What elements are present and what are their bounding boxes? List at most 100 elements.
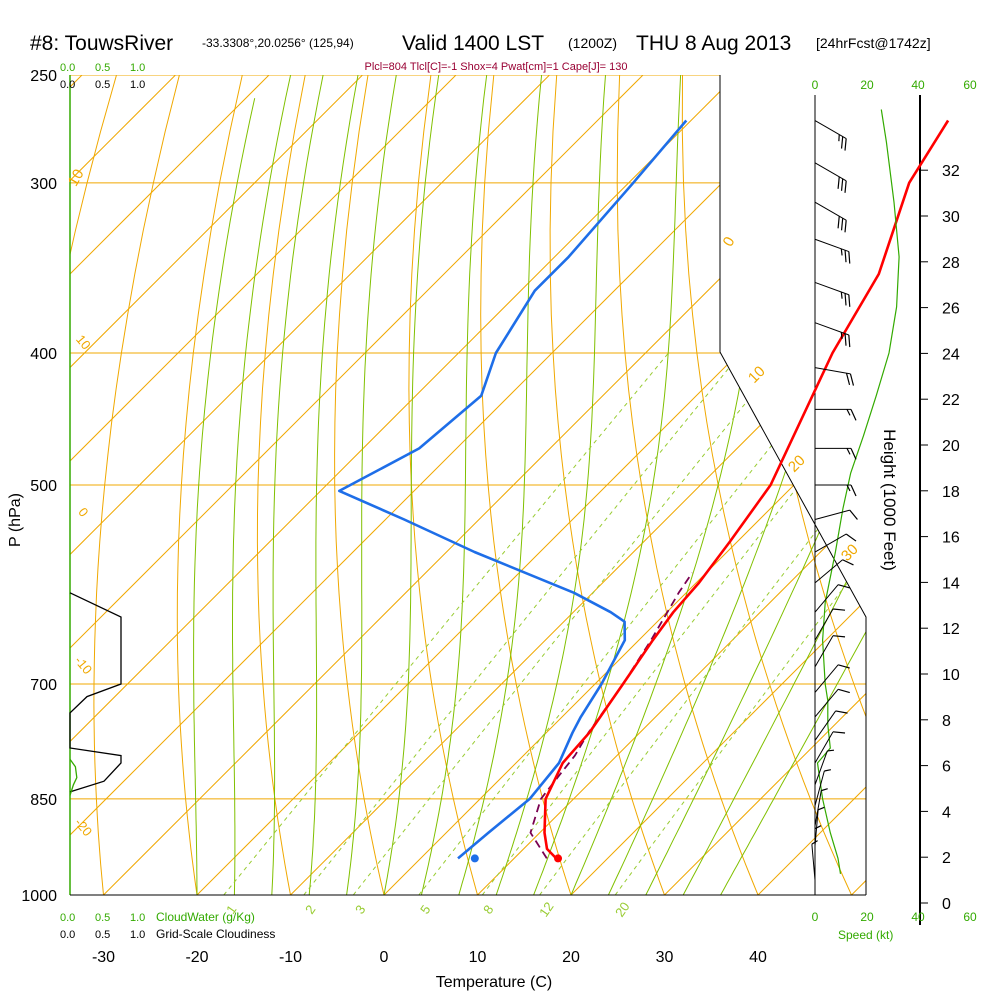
pressure-tick-label: 850 bbox=[30, 792, 57, 809]
height-tick-label: 18 bbox=[942, 484, 960, 501]
moist-adiabat-line bbox=[420, 75, 488, 895]
height-tick-label: 10 bbox=[942, 667, 960, 684]
moist-adiabat-line bbox=[232, 75, 292, 895]
wind-barb-staff bbox=[814, 790, 822, 827]
speed-top-tick-label: 60 bbox=[963, 78, 977, 92]
wind-barb-staff bbox=[814, 770, 825, 806]
isotherm-line bbox=[851, 75, 866, 895]
dry-adiabat-line bbox=[549, 75, 665, 895]
pressure-tick-label: 300 bbox=[30, 176, 57, 193]
chart-title-forecast: [24hrFcst@1742z] bbox=[816, 35, 931, 51]
wind-barb bbox=[814, 533, 857, 553]
moist-adiabat-line bbox=[645, 75, 866, 895]
wind-barb-half-flag bbox=[817, 806, 825, 811]
x-tick-label: -20 bbox=[185, 949, 208, 966]
wind-barb-flag bbox=[837, 176, 840, 189]
wind-barb-staff bbox=[811, 844, 816, 881]
wind-barb-staff bbox=[814, 367, 851, 375]
wind-barb-flag bbox=[850, 409, 857, 421]
x-tick-label: -10 bbox=[279, 949, 302, 966]
cloudiness-top-tick-label: 0.5 bbox=[95, 79, 110, 91]
indices-line: Plcl=804 Tlcl[C]=-1 Shox=4 Pwat[cm]=1 Ca… bbox=[364, 61, 627, 73]
height-tick-label: 2 bbox=[942, 850, 951, 867]
height-tick-label: 30 bbox=[942, 209, 960, 226]
x-tick-label: 20 bbox=[562, 949, 580, 966]
height-tick-label: 24 bbox=[942, 346, 960, 363]
height-axis-label: Height (1000 Feet) bbox=[880, 429, 899, 571]
isotherm-line bbox=[196, 75, 866, 895]
isotherm-line bbox=[70, 75, 457, 895]
dry-adiabat-line bbox=[176, 75, 243, 895]
wind-barb-staff bbox=[814, 731, 834, 764]
mixing-ratio-line bbox=[352, 352, 787, 895]
wind-barb-staff bbox=[814, 238, 849, 253]
isotherm-label: 20 bbox=[785, 452, 809, 476]
wind-barb-half-flag bbox=[840, 332, 843, 339]
x-tick-label: 10 bbox=[469, 949, 487, 966]
moist-adiabat-line bbox=[495, 75, 606, 895]
wind-barb-half-flag bbox=[824, 769, 832, 772]
wind-barb-half-flag bbox=[846, 484, 851, 492]
chart-title-date: THU 8 Aug 2013 bbox=[636, 32, 791, 55]
wind-barb-half-flag bbox=[846, 409, 851, 416]
moist-adiabat-line bbox=[533, 75, 682, 895]
height-tick-label: 14 bbox=[942, 575, 960, 592]
wind-barb-staff bbox=[814, 322, 849, 336]
chart-title-zulu: (1200Z) bbox=[568, 35, 617, 51]
wind-barb-staff bbox=[814, 750, 828, 785]
wind-barb bbox=[811, 840, 818, 881]
wind-barb-staff bbox=[814, 162, 847, 182]
wind-barb bbox=[814, 120, 847, 151]
height-tick-label: 8 bbox=[942, 713, 951, 730]
wind-barb-half-flag bbox=[840, 291, 843, 299]
wind-barb-flag bbox=[850, 448, 857, 460]
cloudiness-top-tick-label: 0.0 bbox=[60, 79, 75, 91]
mixing-ratio-label: 3 bbox=[352, 902, 368, 917]
wind-panel bbox=[811, 109, 900, 881]
isotherm-line bbox=[70, 75, 831, 895]
wind-barb bbox=[814, 788, 828, 827]
wind-barb-flag bbox=[849, 373, 855, 386]
wind-barb-flag bbox=[835, 710, 848, 714]
wind-barb bbox=[814, 664, 850, 693]
speed-bottom-tick-label: 60 bbox=[963, 910, 977, 924]
wind-barb-staff bbox=[814, 559, 843, 584]
wind-barb bbox=[814, 731, 846, 764]
surface-dewpoint-dot bbox=[470, 854, 479, 863]
wind-barb bbox=[814, 238, 851, 264]
isotherm-line bbox=[70, 75, 550, 895]
wind-barb-flag bbox=[844, 180, 847, 193]
wind-barb-flag bbox=[840, 136, 844, 149]
wind-barb-flag bbox=[844, 220, 847, 233]
mixing-ratio-label: 20 bbox=[612, 899, 633, 919]
cloudiness-top-tick-label: 1.0 bbox=[130, 79, 145, 91]
wind-barb bbox=[814, 749, 835, 785]
dry-adiabat-line bbox=[93, 75, 180, 895]
wind-barb bbox=[814, 322, 851, 348]
y-axis-label: P (hPa) bbox=[7, 493, 24, 547]
speed-top-tick-label: 40 bbox=[911, 78, 925, 92]
isotherm-line bbox=[757, 75, 866, 895]
moist-adiabat-line bbox=[720, 75, 866, 895]
wind-barb bbox=[814, 367, 855, 386]
isotherm-label: 10 bbox=[745, 363, 769, 387]
wind-barb bbox=[815, 447, 857, 460]
speed-bottom-tick-label: 20 bbox=[860, 910, 874, 924]
moist-adiabat-line bbox=[271, 75, 324, 895]
wind-barb-flag bbox=[840, 218, 844, 231]
dry-adiabat-line bbox=[256, 75, 306, 895]
wind-barb-flag bbox=[844, 250, 847, 263]
mixing-ratio-line bbox=[418, 352, 846, 895]
mixing-ratio-label: 12 bbox=[536, 899, 557, 919]
height-tick-label: 32 bbox=[942, 163, 960, 180]
speed-bottom-tick-label: 40 bbox=[911, 910, 925, 924]
moist-adiabat-line bbox=[308, 75, 359, 895]
dewpoint-line bbox=[337, 119, 688, 860]
cloudwater-top-tick-label: 1.0 bbox=[130, 62, 145, 74]
wind-barb bbox=[814, 201, 847, 233]
wind-barb-flag bbox=[848, 294, 851, 307]
mixing-ratio-label: 2 bbox=[302, 902, 318, 917]
cloudiness-axis-label: Grid-Scale Cloudiness bbox=[156, 927, 275, 941]
wind-barb-staff bbox=[814, 120, 847, 139]
wind-barb bbox=[814, 825, 822, 865]
